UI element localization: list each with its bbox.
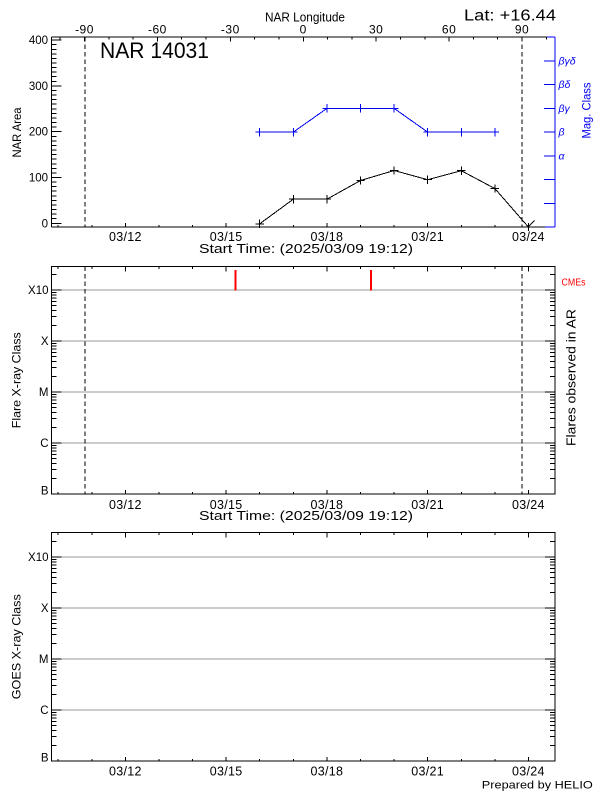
svg-text:X10: X10 [28, 285, 48, 297]
svg-text:X: X [41, 336, 49, 348]
svg-text:03/18: 03/18 [311, 498, 344, 512]
svg-text:Prepared by HELIO: Prepared by HELIO [482, 780, 594, 792]
svg-text:0: 0 [300, 23, 307, 37]
svg-text:C: C [40, 438, 48, 450]
svg-text:βγδ: βγδ [558, 55, 576, 67]
svg-text:Lat: +16.44: Lat: +16.44 [464, 8, 556, 25]
svg-text:30: 30 [369, 23, 383, 37]
svg-text:βγ: βγ [558, 103, 571, 115]
svg-text:Mag. Class: Mag. Class [580, 83, 594, 139]
svg-text:β: β [558, 127, 565, 139]
svg-text:-60: -60 [148, 23, 167, 37]
svg-text:03/12: 03/12 [109, 498, 142, 512]
svg-text:α: α [559, 150, 566, 162]
svg-text:03/24: 03/24 [512, 765, 545, 779]
svg-text:Start Time: (2025/03/09 19:12): Start Time: (2025/03/09 19:12) [199, 241, 413, 256]
svg-text:03/21: 03/21 [411, 765, 444, 779]
svg-text:03/24: 03/24 [512, 230, 545, 244]
svg-text:M: M [39, 654, 49, 666]
svg-text:03/15: 03/15 [210, 498, 243, 512]
svg-text:CMEs: CMEs [562, 277, 586, 289]
svg-text:100: 100 [29, 173, 48, 185]
svg-text:B: B [41, 486, 49, 498]
svg-text:X10: X10 [28, 552, 48, 564]
svg-text:NAR 14031: NAR 14031 [100, 38, 209, 63]
svg-text:NAR Longitude: NAR Longitude [265, 11, 345, 25]
svg-text:03/12: 03/12 [109, 230, 142, 244]
svg-text:200: 200 [29, 127, 48, 139]
svg-text:03/15: 03/15 [210, 230, 243, 244]
svg-text:NAR Area: NAR Area [10, 107, 24, 157]
svg-text:03/18: 03/18 [311, 765, 344, 779]
svg-text:B: B [41, 753, 49, 765]
svg-text:-30: -30 [221, 23, 240, 37]
svg-text:03/21: 03/21 [411, 498, 444, 512]
svg-text:03/24: 03/24 [512, 498, 545, 512]
svg-text:90: 90 [515, 23, 529, 37]
svg-text:M: M [39, 387, 49, 399]
svg-text:60: 60 [442, 23, 456, 37]
svg-text:400: 400 [29, 35, 48, 47]
svg-text:03/12: 03/12 [109, 765, 142, 779]
svg-text:X: X [41, 603, 49, 615]
svg-text:GOES X-ray Class: GOES X-ray Class [10, 594, 24, 699]
svg-text:Start Time: (2025/03/09 19:12): Start Time: (2025/03/09 19:12) [199, 508, 413, 523]
svg-text:Flares observed in AR: Flares observed in AR [565, 309, 579, 446]
svg-text:-90: -90 [75, 23, 94, 37]
svg-text:Flare X-ray Class: Flare X-ray Class [10, 332, 24, 428]
svg-text:C: C [40, 705, 48, 717]
svg-text:βδ: βδ [558, 79, 571, 91]
svg-text:0: 0 [42, 218, 48, 230]
svg-text:03/21: 03/21 [411, 230, 444, 244]
svg-text:03/15: 03/15 [210, 765, 243, 779]
svg-text:03/18: 03/18 [311, 230, 344, 244]
svg-text:300: 300 [29, 81, 48, 93]
